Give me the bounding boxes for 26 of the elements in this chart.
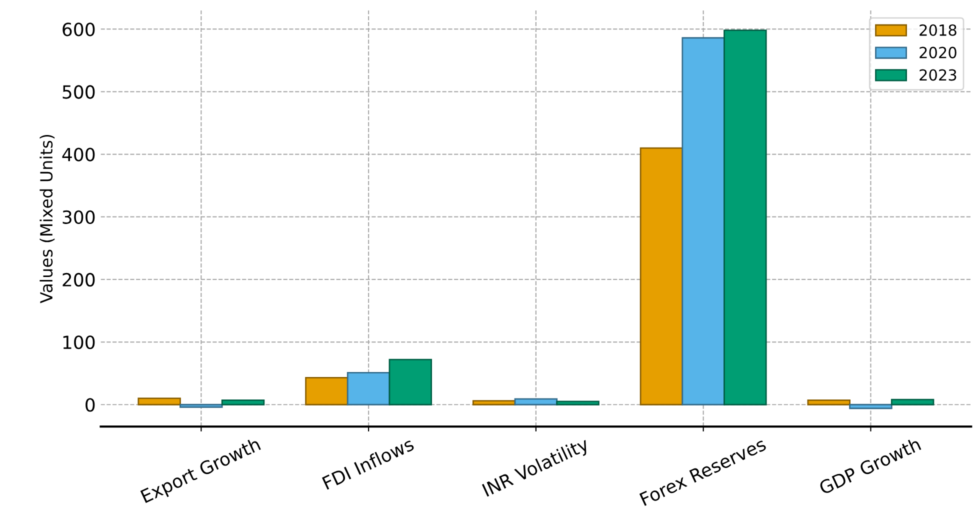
bar — [724, 30, 767, 406]
bar — [388, 358, 432, 406]
y-axis-title: Values (Mixed Units) — [40, 134, 55, 304]
bar — [305, 377, 348, 406]
bar — [472, 400, 516, 406]
bar — [807, 400, 850, 406]
legend-label: 2023 — [920, 69, 956, 81]
bar — [180, 404, 223, 408]
bar — [682, 37, 725, 406]
bar — [514, 398, 558, 406]
y-tick-label: 200 — [62, 272, 95, 287]
bar — [890, 398, 934, 406]
legend-label: 2020 — [920, 46, 956, 58]
bar — [556, 400, 600, 406]
y-tick-label: 400 — [62, 148, 95, 162]
bar — [138, 398, 181, 406]
y-tick-label: 600 — [62, 22, 95, 36]
bar — [221, 400, 265, 406]
y-tick-label: 300 — [62, 210, 95, 224]
legend-label: 2018 — [920, 24, 956, 36]
y-tick-label: 0 — [86, 398, 95, 412]
y-tick-label: 500 — [62, 85, 95, 99]
bar — [849, 404, 892, 410]
bar — [640, 147, 684, 406]
y-tick-label: 100 — [63, 335, 95, 350]
bar — [346, 372, 390, 406]
